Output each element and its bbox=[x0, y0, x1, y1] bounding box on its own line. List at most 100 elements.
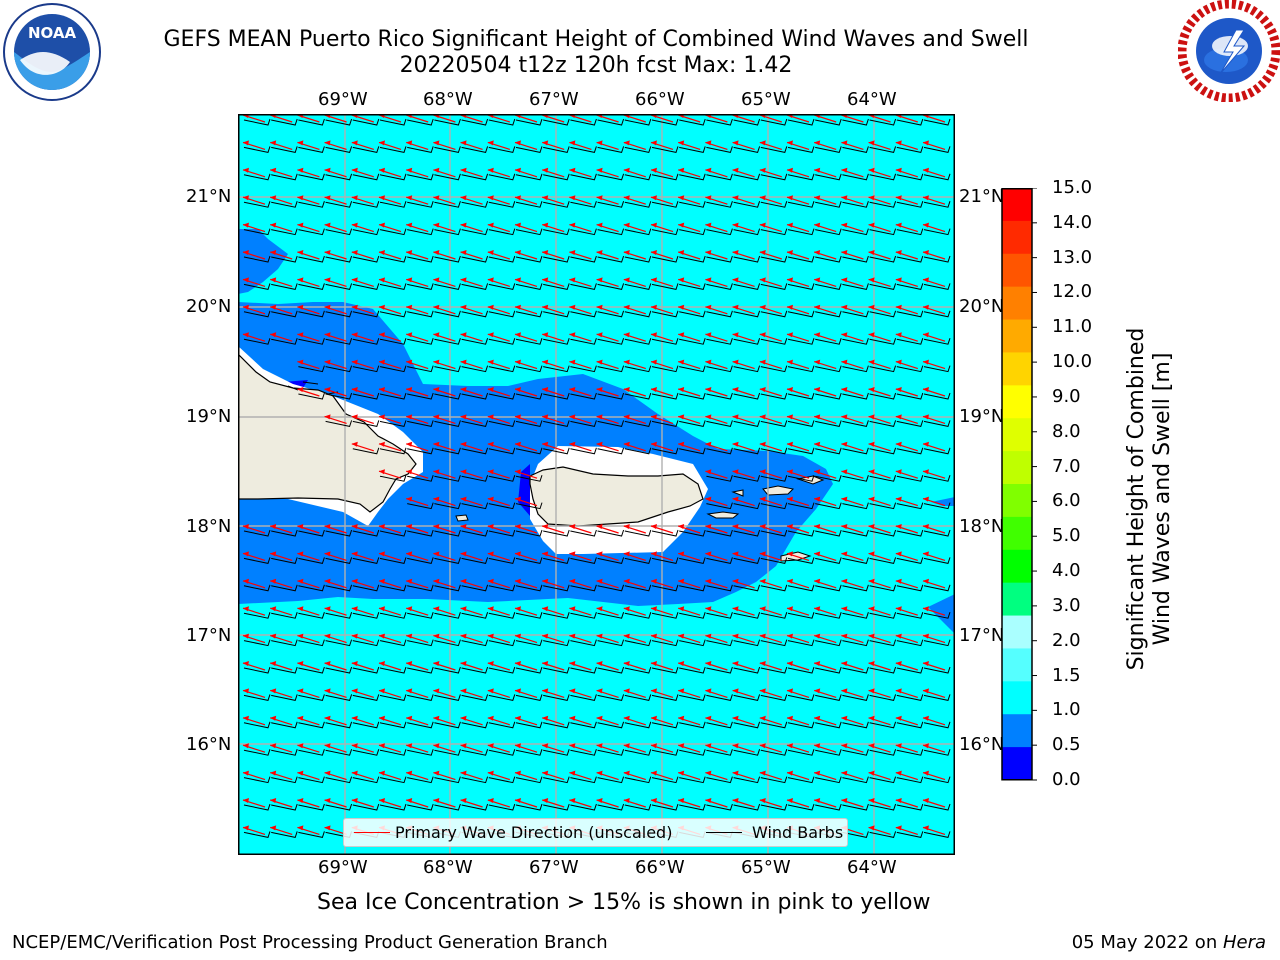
wave-arrow bbox=[650, 688, 679, 701]
wind-barb bbox=[923, 310, 951, 318]
wind-barb bbox=[733, 146, 761, 153]
wind-barb bbox=[434, 776, 461, 784]
wave-arrow bbox=[596, 167, 625, 181]
wave-arrow bbox=[786, 798, 815, 811]
wave-arrow bbox=[569, 743, 597, 756]
wave-arrow bbox=[460, 770, 489, 784]
wind-barb bbox=[434, 365, 461, 373]
wind-barb bbox=[379, 420, 407, 427]
wave-arrow bbox=[406, 633, 434, 647]
wave-arrow bbox=[542, 332, 570, 345]
wave-arrow bbox=[841, 743, 869, 756]
wind-barb bbox=[651, 447, 679, 455]
wave-arrow bbox=[433, 715, 461, 729]
wind-barb bbox=[597, 557, 625, 564]
wind-barb bbox=[570, 721, 597, 729]
wave-arrow bbox=[406, 222, 434, 236]
wind-barb bbox=[706, 365, 733, 373]
wave-arrow bbox=[650, 222, 679, 236]
wave-arrow bbox=[814, 606, 842, 619]
wind-barb bbox=[379, 694, 407, 701]
wind-barb bbox=[679, 612, 706, 619]
wind-barb bbox=[298, 557, 325, 564]
wind-barb bbox=[760, 338, 788, 345]
wind-barb bbox=[597, 420, 625, 427]
wind-barb bbox=[543, 338, 570, 345]
wave-arrow bbox=[596, 661, 625, 674]
nws-logo-icon bbox=[1178, 0, 1280, 102]
wind-barb bbox=[842, 283, 869, 290]
wave-arrow bbox=[242, 688, 271, 701]
wave-arrow bbox=[786, 715, 815, 729]
colorbar-band bbox=[1002, 549, 1032, 584]
wind-barb bbox=[352, 776, 380, 784]
wave-arrow bbox=[297, 578, 325, 592]
wind-barb bbox=[706, 666, 733, 674]
wave-arrow bbox=[297, 770, 325, 784]
wave-arrow bbox=[623, 661, 652, 674]
wind-barb bbox=[461, 529, 489, 537]
wave-arrow bbox=[569, 633, 597, 647]
wave-arrow bbox=[460, 743, 489, 756]
wave-arrow bbox=[270, 798, 298, 811]
wind-barb bbox=[325, 283, 353, 290]
wave-arrow bbox=[759, 798, 788, 811]
wind-barb bbox=[869, 803, 897, 811]
wave-arrow bbox=[324, 633, 353, 647]
wave-arrow bbox=[596, 414, 625, 427]
wind-barb bbox=[597, 721, 625, 729]
wave-arrow bbox=[460, 798, 489, 811]
wave-arrow bbox=[868, 195, 897, 208]
wind-barbs-legend-line bbox=[706, 832, 742, 833]
wave-arrow bbox=[297, 743, 325, 756]
wave-arrow bbox=[841, 688, 869, 701]
wind-barb bbox=[706, 146, 733, 153]
wave-arrow bbox=[759, 688, 788, 701]
wind-barb bbox=[515, 146, 543, 153]
wave-arrow bbox=[487, 140, 516, 153]
wave-arrow bbox=[922, 195, 951, 208]
wave-arrow bbox=[324, 661, 353, 674]
wave-arrow bbox=[759, 359, 788, 373]
wind-barb bbox=[243, 338, 271, 345]
wave-arrow bbox=[814, 743, 842, 756]
wind-barb bbox=[923, 502, 951, 510]
wave-arrow bbox=[895, 277, 924, 290]
wind-barb bbox=[842, 255, 869, 263]
wind-barb bbox=[515, 173, 543, 181]
wind-barb bbox=[651, 584, 679, 592]
wind-barb bbox=[325, 201, 353, 208]
wind-barb bbox=[379, 721, 407, 729]
wind-barb bbox=[325, 639, 353, 647]
wave-arrow bbox=[678, 743, 706, 756]
wave-arrow bbox=[542, 304, 570, 318]
wave-arrow bbox=[814, 770, 842, 784]
wind-barb bbox=[597, 118, 625, 126]
wind-barb bbox=[461, 694, 489, 701]
wave-arrow bbox=[542, 606, 570, 619]
wave-arrow bbox=[732, 359, 761, 373]
wave-arrow bbox=[406, 469, 434, 482]
wind-barb bbox=[706, 502, 733, 510]
wind-barb bbox=[651, 694, 679, 701]
wind-barb bbox=[706, 557, 733, 564]
wind-barb bbox=[515, 502, 543, 510]
wave-arrow bbox=[786, 414, 815, 427]
wind-barb bbox=[407, 365, 434, 373]
wind-barb bbox=[352, 612, 380, 619]
wind-barb bbox=[352, 365, 380, 373]
wave-arrow bbox=[487, 524, 516, 537]
wind-barb bbox=[706, 803, 733, 811]
wind-barb bbox=[379, 639, 407, 647]
wave-arrow bbox=[406, 551, 434, 564]
wind-barb bbox=[815, 173, 842, 181]
wind-barb bbox=[352, 118, 380, 126]
wind-barb bbox=[869, 228, 897, 236]
wind-barb bbox=[325, 666, 353, 674]
wave-arrow bbox=[406, 387, 434, 400]
wave-arrow bbox=[270, 167, 298, 181]
wave-arrow bbox=[814, 715, 842, 729]
wave-arrow bbox=[351, 250, 380, 263]
wave-arrow bbox=[841, 359, 869, 373]
wave-arrow bbox=[841, 469, 869, 482]
